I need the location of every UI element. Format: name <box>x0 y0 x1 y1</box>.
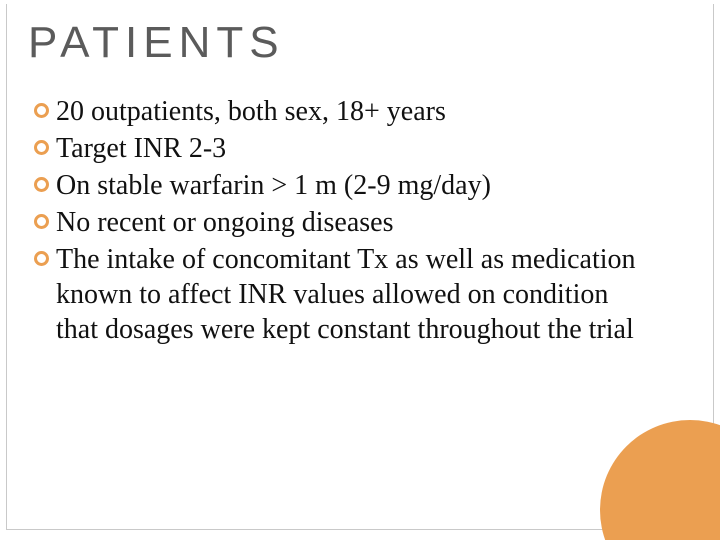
slide-container: PATIENTS 20 outpatients, both sex, 18+ y… <box>0 0 720 540</box>
list-item-text: 20 outpatients, both sex, 18+ years <box>56 94 640 129</box>
list-item: 20 outpatients, both sex, 18+ years <box>34 94 640 129</box>
list-item-text: The intake of concomitant Tx as well as … <box>56 242 640 347</box>
list-item-text: On stable warfarin > 1 m (2-9 mg/day) <box>56 168 640 203</box>
list-item-text: No recent or ongoing diseases <box>56 205 640 240</box>
bullet-list: 20 outpatients, both sex, 18+ years Targ… <box>28 94 640 347</box>
bullet-icon <box>34 177 49 192</box>
frame-border-left <box>6 4 7 530</box>
bullet-icon <box>34 214 49 229</box>
bullet-icon <box>34 140 49 155</box>
list-item: Target INR 2-3 <box>34 131 640 166</box>
corner-decoration-icon <box>600 420 720 540</box>
bullet-icon <box>34 103 49 118</box>
slide-title: PATIENTS <box>28 18 640 68</box>
list-item: The intake of concomitant Tx as well as … <box>34 242 640 347</box>
bullet-icon <box>34 251 49 266</box>
list-item-text: Target INR 2-3 <box>56 131 640 166</box>
list-item: No recent or ongoing diseases <box>34 205 640 240</box>
list-item: On stable warfarin > 1 m (2-9 mg/day) <box>34 168 640 203</box>
